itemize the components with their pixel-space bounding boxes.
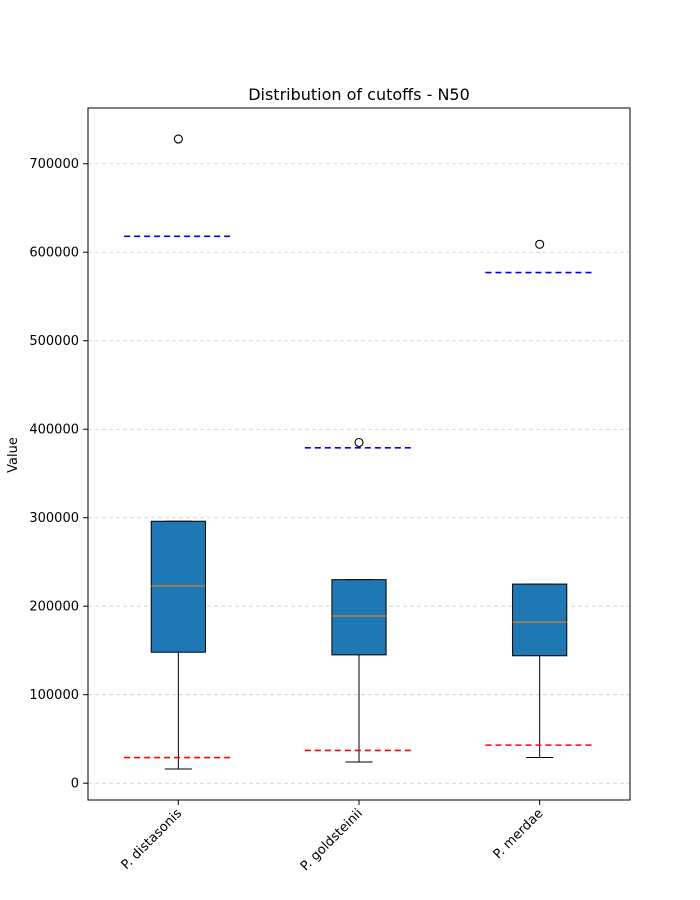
x-axis-ticks: P. distasonis P. goldsteinii P. merdae [119,800,547,874]
x-tick-label: P. distasonis [119,806,186,873]
y-tick-label: 300000 [29,511,79,526]
x-tick-label: P. merdae [491,806,547,862]
outlier-point [535,239,545,249]
y-axis-ticks: 0 100000 200000 300000 400000 500000 600000 700… [29,157,88,792]
outlier-point [354,437,364,448]
y-axis-label: Value [6,437,21,473]
y-tick-label: 600000 [29,246,79,261]
y-tick-label: 0 [71,777,79,792]
plot-marks [124,134,594,770]
iqr-box [331,579,387,656]
y-tick-label: 500000 [29,334,79,349]
y-tick-label: 200000 [29,600,79,615]
outlier-point [173,134,183,144]
iqr-box [150,520,206,653]
y-tick-label: 100000 [29,688,79,703]
x-tick-label: P. goldsteinii [298,806,366,874]
y-tick-label: 700000 [29,157,79,172]
iqr-box [512,583,568,657]
y-tick-label: 400000 [29,423,79,438]
chart-title: Distribution of cutoffs - N50 [248,85,470,104]
